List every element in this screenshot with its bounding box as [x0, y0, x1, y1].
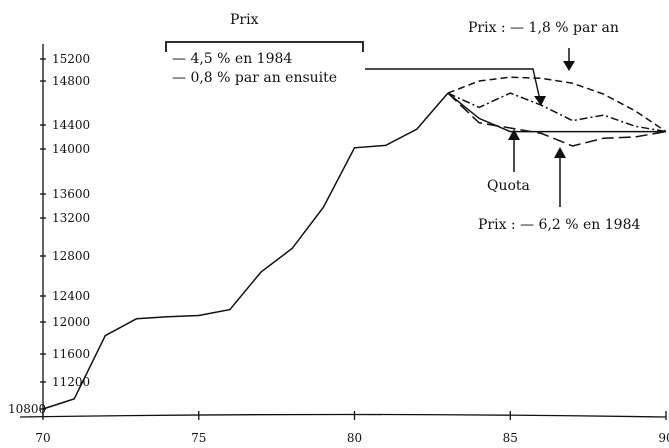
annotation-quota-arrowhead — [508, 129, 520, 140]
series-line-3 — [447, 92, 667, 133]
y-tick-label: 14400 — [52, 118, 90, 132]
annotation-pointer-arrowhead — [534, 96, 546, 106]
series-line-2 — [447, 76, 667, 133]
y-tick-label: 12400 — [52, 289, 90, 303]
x-tick-label: 70 — [35, 431, 50, 445]
annotation-bracket — [165, 41, 364, 52]
series-line-4 — [447, 92, 667, 147]
y-ticks: 1080011200116001200012400128001320013600… — [8, 52, 90, 416]
series-layer — [42, 76, 667, 410]
y-tick-label: 13600 — [52, 187, 90, 201]
annotation-bottom-right: Prix : — 6,2 % en 1984 — [478, 217, 640, 233]
x-tick-label: 80 — [347, 431, 362, 445]
y-tick-label: 12000 — [52, 315, 90, 329]
y-tick-label: 11600 — [52, 347, 90, 361]
annotation-prix-heading: Prix — [230, 12, 259, 28]
x-tick-label: 90 — [658, 431, 669, 445]
y-tick-label: 14800 — [52, 74, 90, 88]
annotation-top-right-arrowhead — [563, 61, 575, 71]
y-tick-label: 13200 — [52, 211, 90, 225]
series-line-0 — [42, 92, 449, 410]
x-tick-label: 85 — [503, 431, 518, 445]
annotations: Prix — 4,5 % en 1984 — 0,8 % par an ensu… — [165, 12, 640, 233]
y-tick-label: 14000 — [52, 142, 90, 156]
y-tick-label: 10800 — [8, 402, 46, 416]
y-tick-label: 15200 — [52, 52, 90, 66]
x-tick-label: 75 — [191, 431, 206, 445]
annotation-top-right: Prix : — 1,8 % par an — [468, 20, 619, 36]
annotation-bottom-right-arrowhead — [554, 147, 566, 158]
annotation-bracket-line2: — 0,8 % par an ensuite — [172, 70, 337, 86]
annotation-pointer-line — [365, 68, 541, 101]
series-line-1 — [447, 92, 666, 133]
annotation-quota: Quota — [487, 178, 530, 194]
x-ticks: 70 75 80 85 90 — [35, 411, 669, 445]
y-tick-label: 12800 — [52, 249, 90, 263]
x-axis-line — [19, 413, 667, 418]
annotation-bracket-line1: — 4,5 % en 1984 — [172, 51, 292, 67]
